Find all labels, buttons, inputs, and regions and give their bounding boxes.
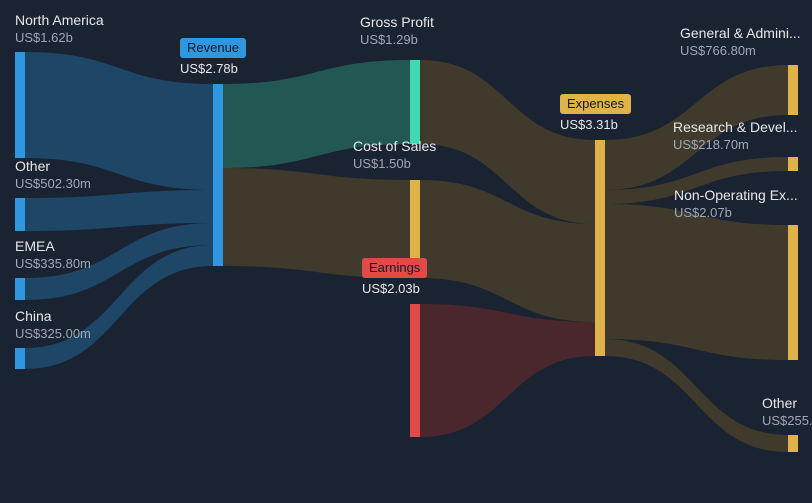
flow-expenses-to-non_op — [605, 204, 788, 360]
flow-cost_of_sales-to-expenses — [420, 180, 595, 322]
value-china: US$325.00m — [15, 326, 91, 342]
title-rnd: Research & Devel... — [673, 119, 798, 137]
value-other_src: US$502.30m — [15, 176, 91, 192]
title-non_op: Non-Operating Ex... — [674, 187, 798, 205]
node-gross_profit[interactable] — [410, 60, 420, 144]
title-china: China — [15, 308, 91, 326]
title-gen_admin: General & Admini... — [680, 25, 801, 43]
title-emea: EMEA — [15, 238, 91, 256]
value-revenue: US$2.78b — [180, 61, 238, 76]
badge-earnings: Earnings — [362, 258, 427, 278]
value-rnd: US$218.70m — [673, 137, 798, 153]
label-revenue: Revenue US$2.78b — [180, 38, 246, 78]
label-north_america: North AmericaUS$1.62b — [15, 12, 104, 46]
node-other_exp[interactable] — [788, 435, 798, 452]
title-north_america: North America — [15, 12, 104, 30]
value-cost_of_sales: US$1.50b — [353, 156, 436, 172]
label-gross_profit: Gross ProfitUS$1.29b — [360, 14, 434, 48]
node-non_op[interactable] — [788, 225, 798, 360]
node-rnd[interactable] — [788, 157, 798, 171]
label-cost_of_sales: Cost of SalesUS$1.50b — [353, 138, 436, 172]
label-rnd: Research & Devel...US$218.70m — [673, 119, 798, 153]
node-north_america[interactable] — [15, 52, 25, 158]
title-gross_profit: Gross Profit — [360, 14, 434, 32]
node-gen_admin[interactable] — [788, 65, 798, 115]
label-non_op: Non-Operating Ex...US$2.07b — [674, 187, 798, 221]
value-other_exp: US$255.20m — [762, 413, 812, 429]
flow-gross_profit-to-expenses — [420, 60, 595, 224]
node-other_src[interactable] — [15, 198, 25, 231]
value-north_america: US$1.62b — [15, 30, 104, 46]
value-expenses: US$3.31b — [560, 117, 618, 132]
badge-revenue: Revenue — [180, 38, 246, 58]
value-gen_admin: US$766.80m — [680, 43, 801, 59]
label-expenses: Expenses US$3.31b — [560, 94, 631, 134]
value-non_op: US$2.07b — [674, 205, 798, 221]
label-china: ChinaUS$325.00m — [15, 308, 91, 342]
badge-expenses: Expenses — [560, 94, 631, 114]
title-other_src: Other — [15, 158, 91, 176]
title-cost_of_sales: Cost of Sales — [353, 138, 436, 156]
flow-earnings-to-expenses — [420, 304, 595, 437]
node-expenses[interactable] — [595, 140, 605, 356]
node-revenue[interactable] — [213, 84, 223, 266]
value-earnings: US$2.03b — [362, 281, 420, 296]
sankey-flows — [0, 0, 812, 503]
flow-expenses-to-other_exp — [605, 339, 788, 452]
label-other_src: OtherUS$502.30m — [15, 158, 91, 192]
value-emea: US$335.80m — [15, 256, 91, 272]
label-other_exp: OtherUS$255.20m — [762, 395, 812, 429]
value-gross_profit: US$1.29b — [360, 32, 434, 48]
label-gen_admin: General & Admini...US$766.80m — [680, 25, 801, 59]
flow-other_src-to-revenue — [25, 190, 213, 231]
title-other_exp: Other — [762, 395, 812, 413]
label-earnings: Earnings US$2.03b — [362, 258, 427, 298]
label-emea: EMEAUS$335.80m — [15, 238, 91, 272]
node-earnings[interactable] — [410, 304, 420, 437]
node-china[interactable] — [15, 348, 25, 369]
node-emea[interactable] — [15, 278, 25, 300]
sankey-chart: North AmericaUS$1.62bOtherUS$502.30mEMEA… — [0, 0, 812, 503]
